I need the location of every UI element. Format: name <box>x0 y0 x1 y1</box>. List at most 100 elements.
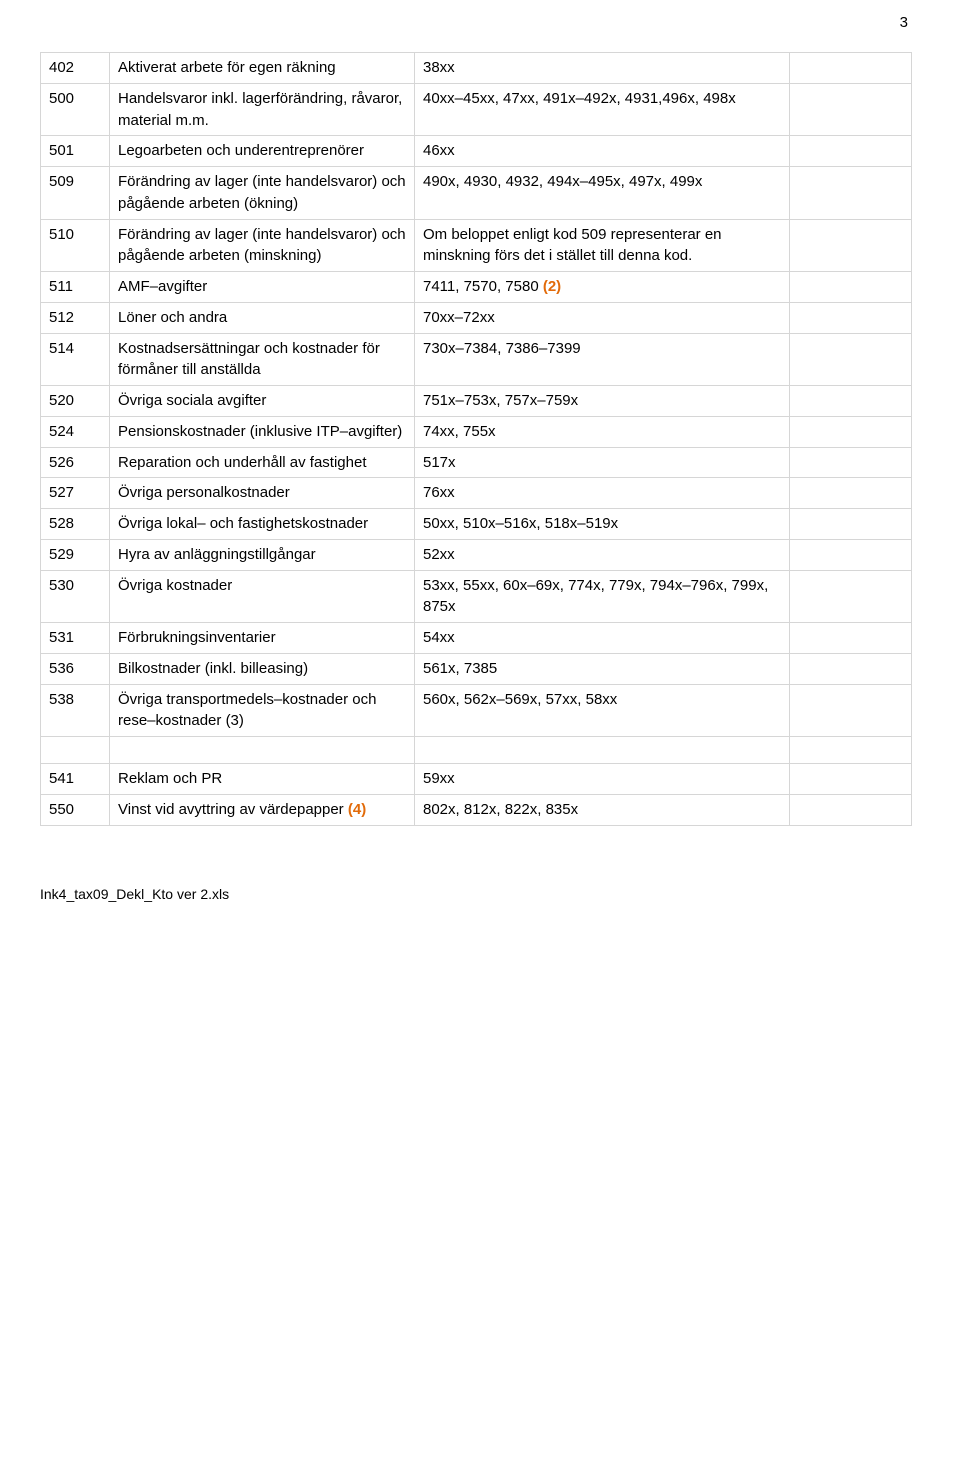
code-cell: 541 <box>41 764 110 795</box>
empty-cell <box>790 447 912 478</box>
spacer-cell <box>415 737 790 764</box>
spacer-row <box>41 737 912 764</box>
empty-cell <box>790 219 912 272</box>
table-row: 509Förändring av lager (inte handelsvaro… <box>41 167 912 220</box>
table-row: 510Förändring av lager (inte handelsvaro… <box>41 219 912 272</box>
code-cell: 514 <box>41 333 110 386</box>
empty-cell <box>790 478 912 509</box>
empty-cell <box>790 416 912 447</box>
desc-cell: Reklam och PR <box>110 764 415 795</box>
table-row: 511AMF–avgifter7411, 7570, 7580 (2) <box>41 272 912 303</box>
acct-cell: 561x, 7385 <box>415 653 790 684</box>
desc-cell: Övriga transportmedels–kostnader och res… <box>110 684 415 737</box>
table-row: 526Reparation och underhåll av fastighet… <box>41 447 912 478</box>
acct-cell: 490x, 4930, 4932, 494x–495x, 497x, 499x <box>415 167 790 220</box>
desc-cell: Förbrukningsinventarier <box>110 623 415 654</box>
table-row: 514Kostnadsersättningar och kostnader fö… <box>41 333 912 386</box>
page-number: 3 <box>900 14 908 31</box>
code-cell: 512 <box>41 302 110 333</box>
empty-cell <box>790 623 912 654</box>
code-cell: 520 <box>41 386 110 417</box>
acct-cell: 74xx, 755x <box>415 416 790 447</box>
acct-cell: 53xx, 55xx, 60x–69x, 774x, 779x, 794x–79… <box>415 570 790 623</box>
desc-cell: Löner och andra <box>110 302 415 333</box>
code-cell: 511 <box>41 272 110 303</box>
table-row: 402Aktiverat arbete för egen räkning38xx <box>41 53 912 84</box>
empty-cell <box>790 509 912 540</box>
code-cell: 531 <box>41 623 110 654</box>
desc-cell: Pensionskostnader (inklusive ITP–avgifte… <box>110 416 415 447</box>
empty-cell <box>790 53 912 84</box>
code-cell: 509 <box>41 167 110 220</box>
footer-filename: Ink4_tax09_Dekl_Kto ver 2.xls <box>40 886 912 902</box>
desc-cell: Övriga kostnader <box>110 570 415 623</box>
desc-suffix-orange: (4) <box>348 801 366 818</box>
desc-cell: Legoarbeten och underentreprenörer <box>110 136 415 167</box>
desc-cell: Övriga personalkostnader <box>110 478 415 509</box>
code-cell: 550 <box>41 794 110 825</box>
code-cell: 530 <box>41 570 110 623</box>
empty-cell <box>790 272 912 303</box>
code-cell: 538 <box>41 684 110 737</box>
table-row: 512Löner och andra70xx–72xx <box>41 302 912 333</box>
table-row: 500Handelsvaror inkl. lagerförändring, r… <box>41 83 912 136</box>
acct-cell: 59xx <box>415 764 790 795</box>
code-cell: 536 <box>41 653 110 684</box>
table-row: 520Övriga sociala avgifter751x–753x, 757… <box>41 386 912 417</box>
acct-cell: 46xx <box>415 136 790 167</box>
acct-cell: 40xx–45xx, 47xx, 491x–492x, 4931,496x, 4… <box>415 83 790 136</box>
table-row: 541Reklam och PR59xx <box>41 764 912 795</box>
spacer-cell <box>790 737 912 764</box>
acct-cell: 560x, 562x–569x, 57xx, 58xx <box>415 684 790 737</box>
empty-cell <box>790 136 912 167</box>
table-row: 536Bilkostnader (inkl. billeasing)561x, … <box>41 653 912 684</box>
acct-cell: 802x, 812x, 822x, 835x <box>415 794 790 825</box>
acct-cell: 52xx <box>415 539 790 570</box>
desc-cell: Hyra av anläggningstillgångar <box>110 539 415 570</box>
table-row: 530Övriga kostnader53xx, 55xx, 60x–69x, … <box>41 570 912 623</box>
acct-cell: Om beloppet enligt kod 509 representerar… <box>415 219 790 272</box>
acct-suffix-orange: (2) <box>543 278 561 295</box>
code-cell: 510 <box>41 219 110 272</box>
acct-cell: 38xx <box>415 53 790 84</box>
desc-cell: Övriga lokal– och fastighetskostnader <box>110 509 415 540</box>
acct-text: 7411, 7570, 7580 <box>423 278 543 295</box>
empty-cell <box>790 333 912 386</box>
desc-cell: Kostnadsersättningar och kostnader för f… <box>110 333 415 386</box>
code-cell: 500 <box>41 83 110 136</box>
empty-cell <box>790 684 912 737</box>
code-cell: 402 <box>41 53 110 84</box>
empty-cell <box>790 83 912 136</box>
empty-cell <box>790 167 912 220</box>
table-row: 550Vinst vid avyttring av värdepapper (4… <box>41 794 912 825</box>
spacer-cell <box>110 737 415 764</box>
desc-cell: Övriga sociala avgifter <box>110 386 415 417</box>
empty-cell <box>790 302 912 333</box>
acct-cell: 751x–753x, 757x–759x <box>415 386 790 417</box>
desc-cell: Handelsvaror inkl. lagerförändring, råva… <box>110 83 415 136</box>
acct-cell: 70xx–72xx <box>415 302 790 333</box>
account-table: 402Aktiverat arbete för egen räkning38xx… <box>40 52 912 826</box>
acct-cell: 730x–7384, 7386–7399 <box>415 333 790 386</box>
empty-cell <box>790 539 912 570</box>
acct-cell: 54xx <box>415 623 790 654</box>
empty-cell <box>790 653 912 684</box>
table-row: 531Förbrukningsinventarier54xx <box>41 623 912 654</box>
empty-cell <box>790 386 912 417</box>
desc-cell: Förändring av lager (inte handelsvaror) … <box>110 219 415 272</box>
desc-cell: Vinst vid avyttring av värdepapper (4) <box>110 794 415 825</box>
table-row: 529Hyra av anläggningstillgångar52xx <box>41 539 912 570</box>
table-row: 538Övriga transportmedels–kostnader och … <box>41 684 912 737</box>
code-cell: 524 <box>41 416 110 447</box>
desc-cell: Bilkostnader (inkl. billeasing) <box>110 653 415 684</box>
desc-cell: Aktiverat arbete för egen räkning <box>110 53 415 84</box>
empty-cell <box>790 570 912 623</box>
empty-cell <box>790 794 912 825</box>
acct-cell: 50xx, 510x–516x, 518x–519x <box>415 509 790 540</box>
acct-cell: 7411, 7570, 7580 (2) <box>415 272 790 303</box>
code-cell: 527 <box>41 478 110 509</box>
code-cell: 526 <box>41 447 110 478</box>
desc-text: Vinst vid avyttring av värdepapper <box>118 801 348 818</box>
acct-cell: 76xx <box>415 478 790 509</box>
spacer-cell <box>41 737 110 764</box>
